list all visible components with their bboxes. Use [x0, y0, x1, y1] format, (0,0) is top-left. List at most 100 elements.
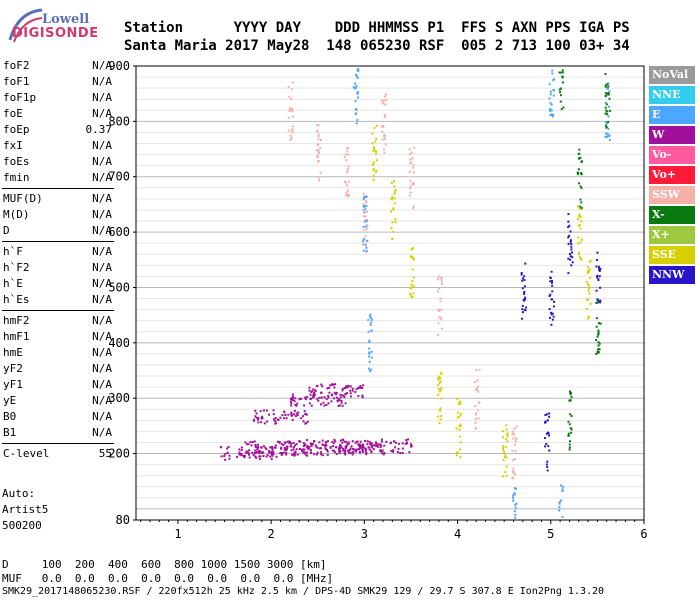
echo-point: [302, 420, 305, 423]
echo-point: [335, 453, 338, 456]
echo-point: [309, 449, 312, 452]
echo-point: [277, 419, 280, 422]
echo-point: [440, 278, 443, 281]
echo-point: [380, 440, 383, 443]
echo-point: [375, 444, 378, 447]
echo-point: [503, 451, 506, 454]
echo-point: [354, 100, 357, 103]
echo-point: [597, 278, 600, 281]
echo-point: [254, 449, 257, 452]
echo-point: [597, 329, 600, 332]
echo-point: [322, 401, 325, 404]
echo-point: [505, 446, 508, 449]
echo-point: [362, 445, 365, 448]
legend-noval: NoVal: [649, 66, 695, 84]
echo-point: [317, 135, 320, 138]
echo-point: [515, 502, 518, 505]
echo-point: [552, 114, 555, 117]
echo-point: [361, 387, 364, 390]
echo-point: [279, 451, 282, 454]
echo-point: [550, 323, 553, 326]
echo-point: [596, 301, 599, 304]
echo-point: [502, 448, 505, 451]
echo-point: [353, 448, 356, 451]
echo-point: [302, 451, 305, 454]
echo-point: [361, 449, 364, 452]
echo-point: [576, 205, 579, 208]
echo-point: [271, 447, 274, 450]
echo-point: [548, 412, 551, 415]
echo-point: [599, 267, 602, 270]
echo-point: [579, 227, 582, 230]
echo-point: [477, 385, 480, 388]
echo-point: [354, 73, 357, 76]
echo-point: [343, 386, 346, 389]
echo-point: [550, 109, 553, 112]
echo-point: [275, 455, 278, 458]
echo-point: [409, 287, 412, 290]
echo-point: [570, 396, 573, 399]
echo-point: [570, 243, 573, 246]
echo-point: [411, 157, 414, 160]
param-value: 55: [98, 447, 112, 460]
echo-point: [604, 101, 607, 104]
echo-point: [362, 237, 365, 240]
echo-point: [375, 159, 378, 162]
echo-point: [275, 422, 278, 425]
chart-axes: 80 200 300 400 500 600 700 800 900 1 2 3 4 5 6: [108, 59, 647, 541]
echo-point: [368, 446, 371, 449]
echo-point: [523, 279, 526, 282]
echo-point: [265, 448, 268, 451]
echo-point: [331, 449, 334, 452]
echo-point: [308, 389, 311, 392]
echo-point: [355, 388, 358, 391]
legend-e: E: [649, 106, 695, 124]
echo-point: [380, 99, 383, 102]
echo-point: [368, 340, 371, 343]
echo-point: [358, 445, 361, 448]
echo-point: [409, 158, 412, 161]
echo-point: [379, 450, 382, 453]
echo-point: [325, 440, 328, 443]
echo-point: [325, 444, 328, 447]
echo-point: [272, 413, 275, 416]
echo-point: [295, 404, 298, 407]
echo-point: [569, 239, 572, 242]
echo-point: [588, 287, 591, 290]
echo-point: [502, 459, 505, 462]
echo-point: [372, 147, 375, 150]
echo-point: [257, 446, 260, 449]
echo-point: [284, 449, 287, 452]
echo-point: [296, 453, 299, 456]
echo-point: [341, 441, 344, 444]
echo-point: [551, 72, 554, 75]
echo-point: [291, 393, 294, 396]
echo-point: [375, 443, 378, 446]
echo-point: [579, 205, 582, 208]
echo-point: [459, 425, 462, 428]
echo-point: [267, 413, 270, 416]
echo-point: [290, 402, 293, 405]
echo-point: [597, 333, 600, 336]
echo-point: [345, 159, 348, 162]
param-row: foF1p N/A: [0, 90, 116, 106]
echo-point: [391, 238, 394, 241]
echo-point: [290, 404, 293, 407]
echo-point: [459, 400, 462, 403]
echo-point: [552, 315, 555, 318]
echo-point: [262, 455, 265, 458]
echo-point: [522, 299, 525, 302]
echo-point: [345, 194, 348, 197]
echo-point: [597, 300, 600, 303]
echo-point: [372, 169, 375, 172]
legend-nne: NNE: [649, 86, 695, 104]
echo-point: [321, 454, 324, 457]
param-row: B1 N/A: [0, 425, 116, 441]
echo-point: [364, 208, 367, 211]
echo-point: [315, 445, 318, 448]
echo-point: [247, 452, 250, 455]
echo-point: [595, 289, 598, 292]
echo-point: [344, 181, 347, 184]
echo-point: [392, 180, 395, 183]
echo-point: [552, 300, 555, 303]
